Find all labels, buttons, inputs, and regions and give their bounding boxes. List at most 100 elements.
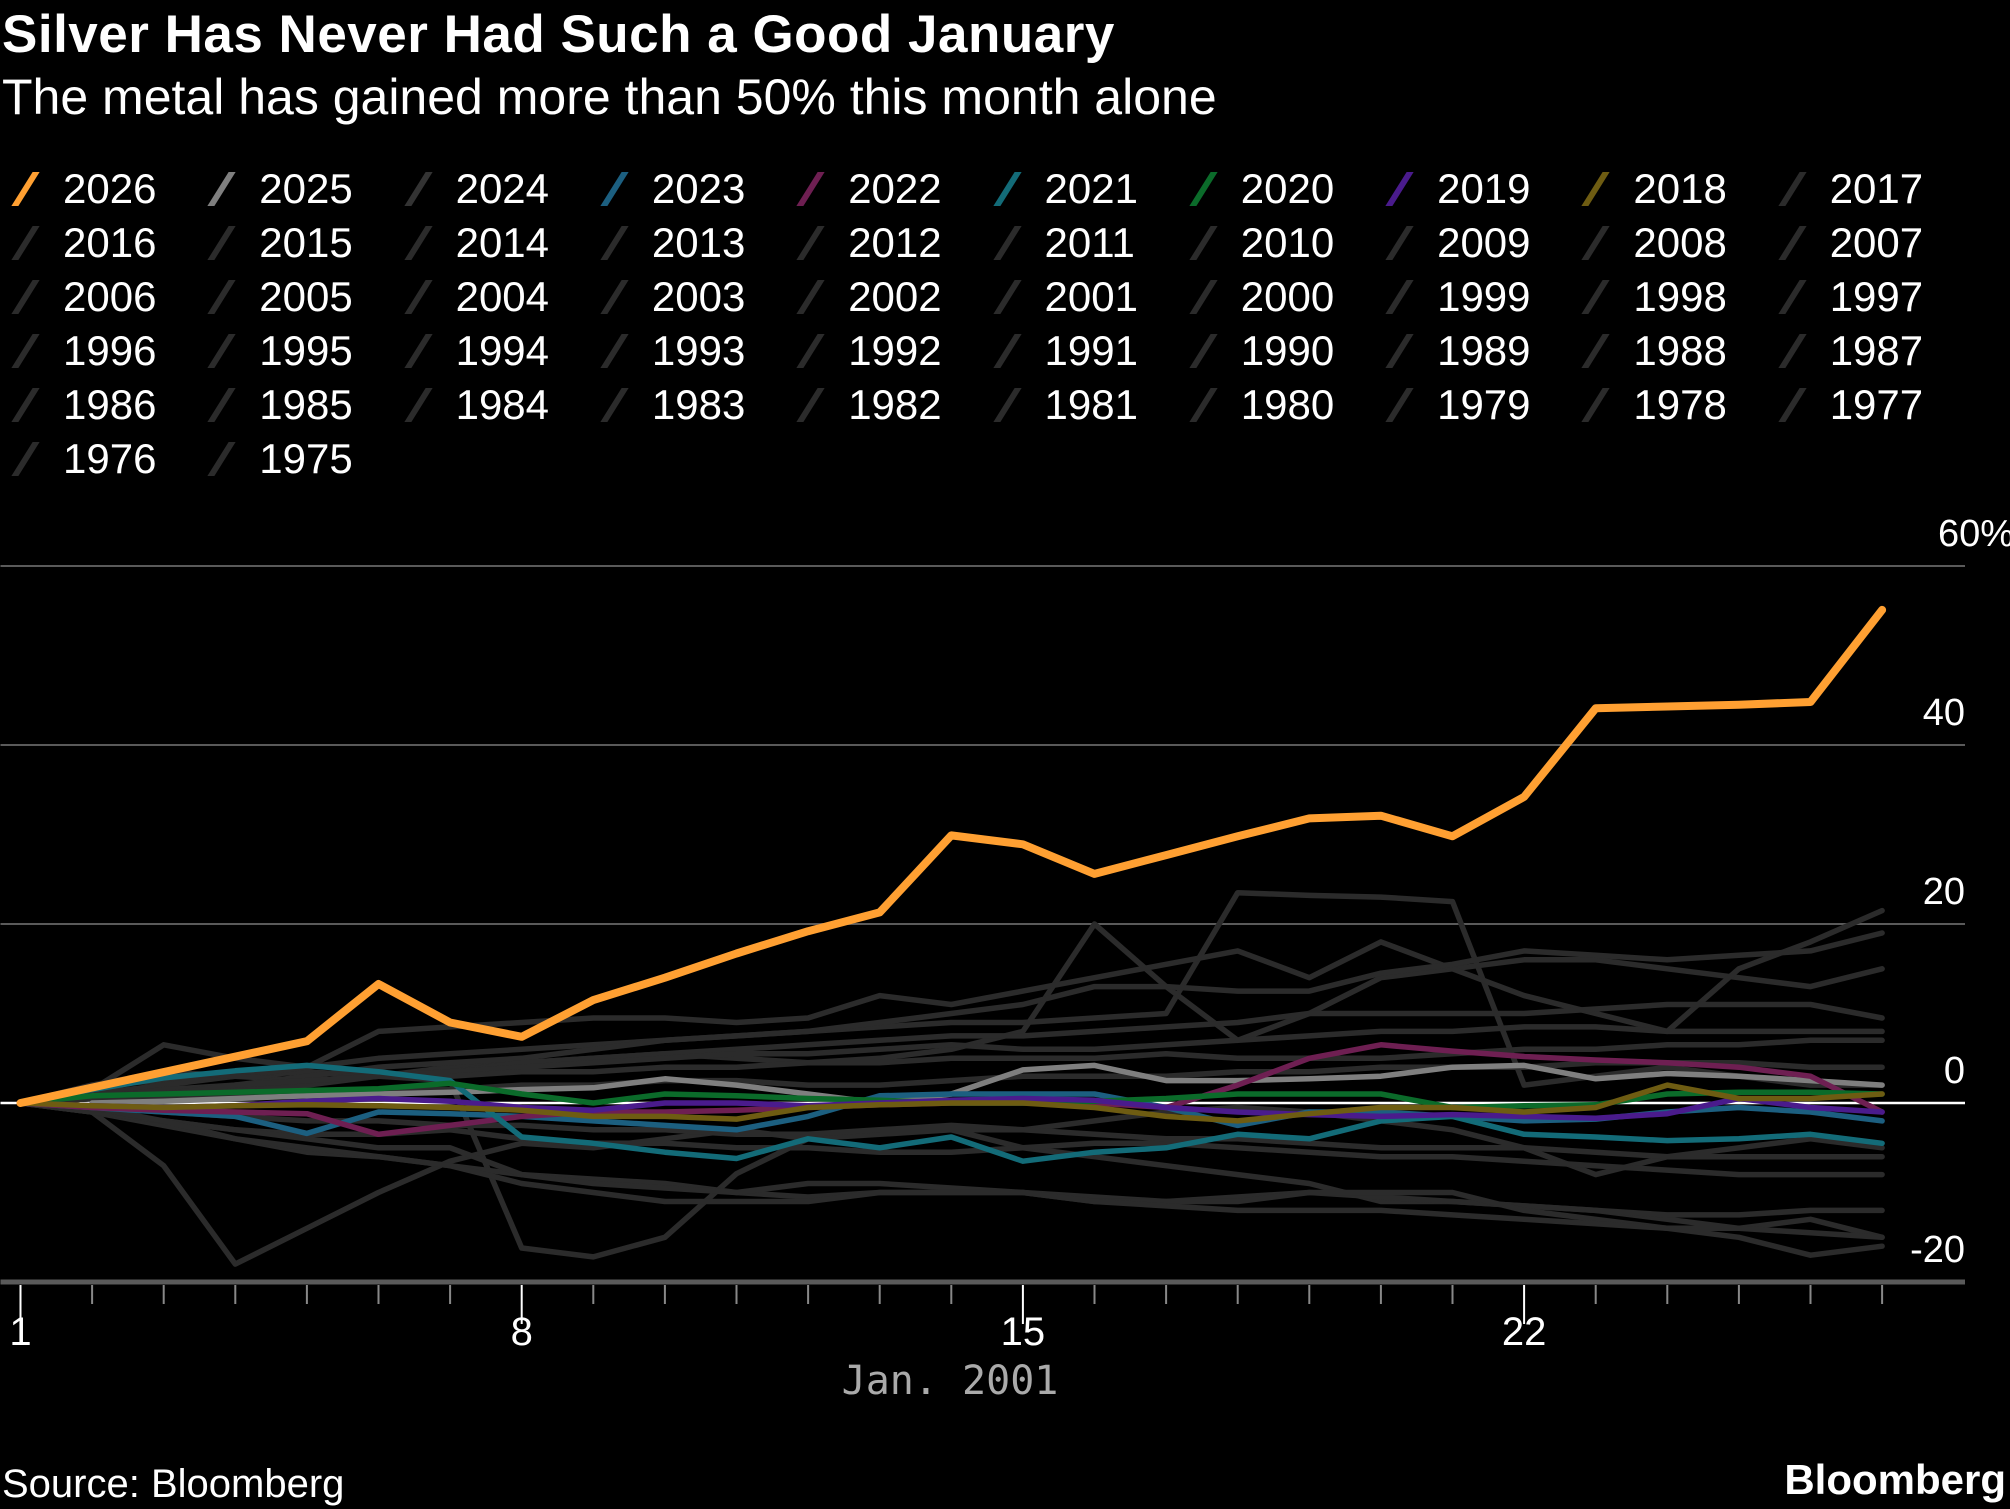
legend-label: 1984 — [455, 381, 550, 428]
legend-item-1975: 1975 — [196, 432, 353, 486]
legend-label: 1978 — [1633, 381, 1727, 428]
legend-item-1987: 1987 — [1767, 324, 1923, 378]
legend-item-1982: 1982 — [785, 378, 942, 432]
legend-label: 2005 — [259, 273, 353, 320]
legend-label: 2001 — [1044, 273, 1138, 320]
legend-label: 1983 — [651, 381, 746, 428]
legend-item-1991: 1991 — [982, 324, 1138, 378]
legend-label: 2012 — [848, 219, 942, 266]
chart-title: Silver Has Never Had Such a Good January — [2, 5, 1115, 64]
legend-item-2006: 2006 — [0, 270, 156, 324]
legend-label: 1996 — [63, 327, 157, 374]
legend-label: 1992 — [848, 327, 942, 374]
legend-label: 2017 — [1829, 165, 1924, 212]
legend-item-1998: 1998 — [1570, 270, 1727, 324]
legend-label: 1988 — [1633, 327, 1727, 374]
legend-label: 1981 — [1044, 381, 1138, 428]
y-tick-label: -20 — [1910, 1229, 1965, 1271]
source-note: Source: Bloomberg — [2, 1462, 345, 1506]
legend-label: 2026 — [63, 165, 157, 212]
legend-label: 1991 — [1044, 327, 1138, 374]
legend-label: 2007 — [1829, 219, 1924, 266]
legend-label: 2019 — [1437, 165, 1531, 212]
legend-label: 2023 — [651, 165, 746, 212]
series-line-other-year — [17, 907, 1885, 1106]
series-line-2021 — [17, 1062, 1885, 1164]
legend-item-2016: 2016 — [0, 216, 156, 270]
legend-item-2003: 2003 — [589, 270, 745, 324]
legend-item-1980: 1980 — [1178, 378, 1334, 432]
legend-item-2000: 2000 — [1178, 270, 1334, 324]
legend-label: 2000 — [1240, 273, 1335, 320]
legend-label: 2018 — [1633, 165, 1727, 212]
legend-item-1999: 1999 — [1374, 270, 1531, 324]
legend-label: 1977 — [1829, 381, 1924, 428]
legend-label: 2006 — [63, 273, 157, 320]
series-line-other-year — [17, 1100, 1885, 1178]
legend-item-1997: 1997 — [1767, 270, 1923, 324]
series-line-other-year — [17, 1037, 1885, 1106]
x-tick-label: 15 — [1001, 1310, 1046, 1354]
legend-item-2009: 2009 — [1374, 216, 1531, 270]
series-line-other-year — [17, 1100, 1885, 1241]
legend-item-1983: 1983 — [589, 378, 745, 432]
legend-label: 2016 — [63, 219, 157, 266]
series-line-other-year — [17, 1100, 1885, 1258]
legend-item-2005: 2005 — [196, 270, 353, 324]
legend-item-1995: 1995 — [196, 324, 353, 378]
legend-item-2012: 2012 — [785, 216, 942, 270]
legend-label: 1982 — [848, 381, 942, 428]
legend-label: 1994 — [455, 327, 550, 374]
series-line-other-year — [17, 889, 1885, 1106]
series-line-other-year — [17, 1001, 1885, 1106]
legend-label: 1989 — [1437, 327, 1531, 374]
bloomberg-logo: Bloomberg — [1784, 1456, 2006, 1503]
y-tick-label: 0 — [1944, 1050, 1965, 1092]
y-tick-label: 20 — [1923, 871, 1965, 913]
x-tick-label: 8 — [511, 1310, 533, 1354]
x-axis-label: Jan. 2001 — [842, 1358, 1059, 1404]
series-line-2018 — [17, 1082, 1885, 1124]
legend-item-2021: 2021 — [982, 162, 1138, 216]
legend-label: 1999 — [1437, 273, 1531, 320]
legend-item-1996: 1996 — [0, 324, 156, 378]
legend-label: 2013 — [651, 219, 746, 266]
legend-label: 2025 — [259, 165, 353, 212]
y-tick-label: 40 — [1923, 692, 1965, 734]
legend-item-1979: 1979 — [1374, 378, 1531, 432]
series-line-other-year — [17, 930, 1885, 1106]
legend-item-2023: 2023 — [589, 162, 745, 216]
legend-item-2007: 2007 — [1767, 216, 1923, 270]
legend-item-2025: 2025 — [196, 162, 353, 216]
legend-item-1981: 1981 — [982, 378, 1138, 432]
legend-item-2024: 2024 — [393, 162, 549, 216]
legend-label: 1987 — [1829, 327, 1924, 374]
legend-item-1988: 1988 — [1570, 324, 1727, 378]
legend-label: 2022 — [848, 165, 942, 212]
legend-label: 1990 — [1240, 327, 1335, 374]
legend-label: 1998 — [1633, 273, 1727, 320]
legend-label: 1985 — [259, 381, 353, 428]
legend-item-2010: 2010 — [1178, 216, 1334, 270]
legend-label: 2003 — [651, 273, 746, 320]
x-tick-label: 22 — [1502, 1310, 1547, 1354]
legend-item-1986: 1986 — [0, 378, 156, 432]
legend-label: 1995 — [259, 327, 353, 374]
legend-label: 2004 — [455, 273, 550, 320]
x-tick-label: 1 — [9, 1310, 31, 1354]
legend-item-1994: 1994 — [393, 324, 549, 378]
legend-item-2017: 2017 — [1767, 162, 1923, 216]
legend-label: 2009 — [1437, 219, 1531, 266]
chart-subtitle: The metal has gained more than 50% this … — [2, 69, 1217, 125]
series-line-2025 — [89, 1062, 1885, 1106]
legend-label: 1986 — [63, 381, 157, 428]
legend-item-2004: 2004 — [393, 270, 549, 324]
legend-label: 2014 — [455, 219, 550, 266]
legend-item-1976: 1976 — [0, 432, 156, 486]
legend-item-2008: 2008 — [1570, 216, 1727, 270]
legend-label: 1975 — [259, 435, 353, 482]
legend-label: 2008 — [1633, 219, 1727, 266]
legend-item-2014: 2014 — [393, 216, 549, 270]
legend-label: 2002 — [848, 273, 942, 320]
